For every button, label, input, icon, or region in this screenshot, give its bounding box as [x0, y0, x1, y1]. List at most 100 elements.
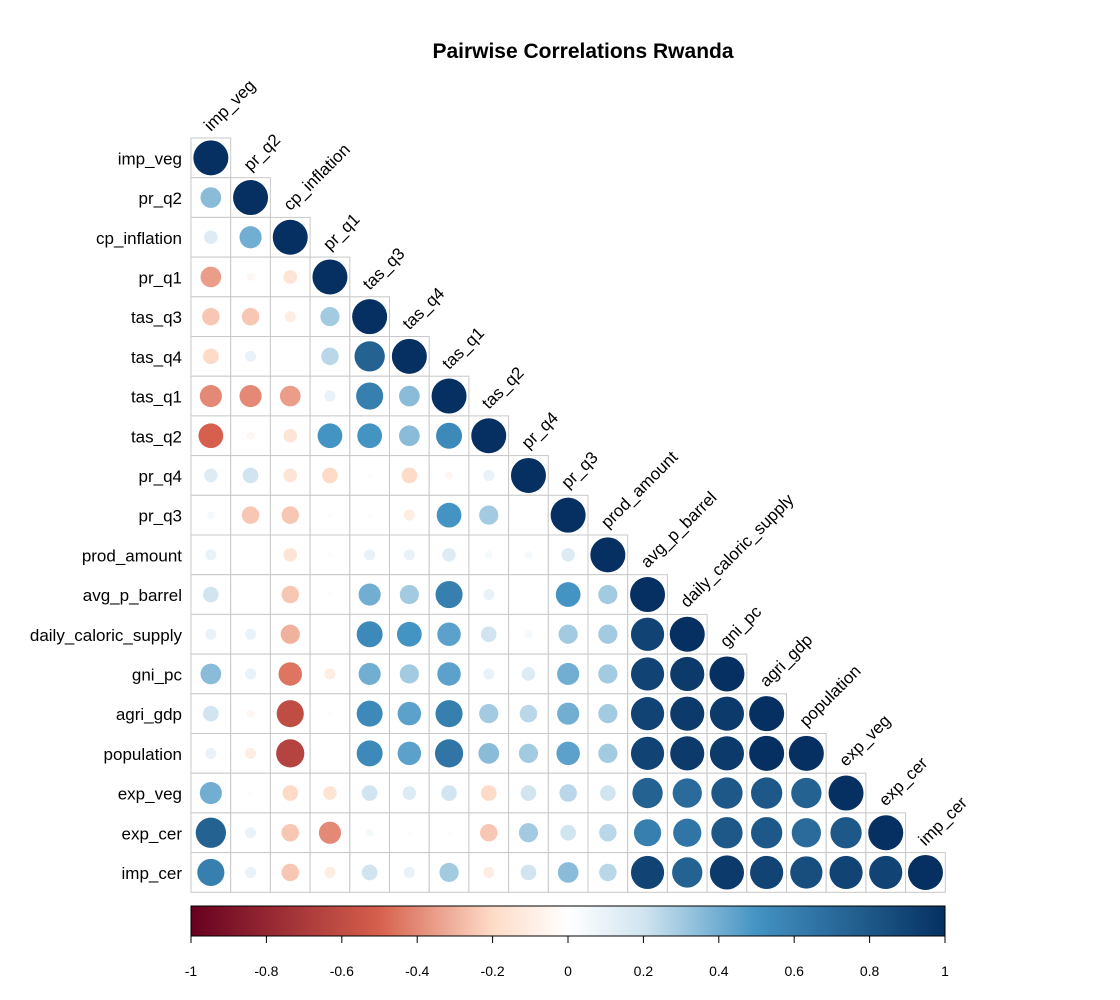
corr-circle-population-avg_p_barrel [630, 736, 665, 770]
row-label-tas_q4: tas_q4 [131, 348, 182, 367]
column-label-tas_q3: tas_q3 [359, 244, 409, 294]
corr-circle-exp_cer-avg_p_barrel [633, 819, 662, 847]
corr-circle-gni_pc-tas_q1 [437, 662, 461, 686]
corr-circle-imp_cer-imp_veg [197, 858, 225, 887]
corr-circle-exp_cer-tas_q2 [480, 824, 498, 842]
corr-circle-avg_p_barrel-pr_q3 [555, 582, 581, 607]
corr-circle-tas_q4-pr_q1 [321, 347, 339, 366]
cell-avg_p_barrel-pr_q4 [508, 574, 549, 615]
corr-circle-exp_veg-avg_p_barrel [632, 777, 663, 809]
corr-circle-exp_cer-pr_q3 [560, 824, 576, 841]
corr-circle-cp_inflation-pr_q2 [239, 226, 262, 249]
corr-circle-population-population [788, 735, 824, 771]
corr-circle-exp_cer-exp_cer [868, 815, 904, 851]
row-label-gni_pc: gni_pc [132, 665, 183, 684]
corr-circle-tas_q2-pr_q2 [246, 431, 255, 440]
corr-circle-exp_cer-gni_pc [711, 817, 743, 849]
corr-circle-population-daily_caloric_supply [670, 736, 705, 771]
corr-circle-prod_amount-tas_q4 [403, 549, 415, 561]
corr-circle-pr_q4-cp_inflation [283, 468, 298, 483]
corr-circle-pr_q3-cp_inflation [281, 506, 299, 524]
corr-circle-daily_caloric_supply-pr_q4 [524, 630, 533, 639]
corr-circle-prod_amount-tas_q2 [484, 550, 493, 559]
column-label-imp_veg: imp_veg [200, 76, 259, 135]
corr-circle-population-pr_q2 [245, 747, 257, 759]
corr-circle-exp_cer-pr_q1 [318, 821, 342, 844]
corr-circle-pr_q4-tas_q4 [401, 467, 418, 484]
column-label-population: population [796, 661, 865, 730]
colorbar-tick-label: 1 [941, 963, 949, 979]
corr-circle-agri_gdp-pr_q4 [519, 704, 538, 723]
colorbar-tick-label: 0.6 [784, 963, 804, 979]
corr-circle-prod_amount-imp_veg [205, 549, 217, 561]
colorbar: -1 -0.8 -0.6 -0.4 -0.2 0 0.2 0.4 0.6 0.8 1 [185, 905, 949, 979]
corr-circle-tas_q1-cp_inflation [279, 385, 301, 407]
corr-circle-pr_q4-pr_q2 [242, 467, 259, 484]
corr-circle-pr_q4-imp_veg [204, 468, 218, 483]
corr-circle-gni_pc-avg_p_barrel [630, 657, 665, 691]
corr-circle-tas_q2-tas_q4 [399, 425, 420, 447]
corr-circle-gni_pc-tas_q3 [358, 662, 381, 686]
corr-circle-agri_gdp-daily_caloric_supply [670, 696, 705, 731]
row-label-pr_q3: pr_q3 [139, 507, 182, 526]
corr-circle-prod_amount-pr_q1 [327, 552, 333, 558]
corr-circle-imp_cer-population [790, 856, 823, 889]
corr-circle-pr_q3-pr_q2 [241, 506, 260, 524]
column-label-pr_q1: pr_q1 [319, 210, 363, 254]
corr-circle-exp_cer-daily_caloric_supply [673, 818, 702, 847]
corr-circle-population-agri_gdp [749, 735, 785, 771]
corr-circle-agri_gdp-pr_q3 [557, 702, 580, 725]
corr-circle-tas_q3-pr_q2 [241, 307, 260, 326]
cell-tas_q4-cp_inflation [269, 336, 311, 377]
corr-circle-prod_amount-prod_amount [590, 537, 626, 573]
corr-circle-pr_q4-tas_q1 [445, 471, 453, 480]
corr-circle-cp_inflation-cp_inflation [272, 219, 308, 255]
corr-circle-pr_q3-tas_q4 [403, 509, 415, 521]
corr-circle-imp_cer-imp_cer [907, 854, 943, 890]
corr-circle-daily_caloric_supply-avg_p_barrel [630, 617, 665, 651]
corr-circle-exp_veg-population [791, 777, 822, 809]
corr-circle-daily_caloric_supply-prod_amount [598, 624, 618, 644]
colorbar-tick-label: 0 [564, 963, 572, 979]
corr-circle-avg_p_barrel-prod_amount [598, 584, 618, 605]
row-label-imp_cer: imp_cer [122, 864, 183, 883]
colorbar-tick-label: -0.2 [481, 963, 505, 979]
corr-circle-gni_pc-tas_q4 [399, 664, 419, 684]
corr-circle-agri_gdp-tas_q1 [435, 700, 463, 728]
corr-circle-agri_gdp-pr_q1 [327, 711, 333, 717]
row-label-daily_caloric_supply: daily_caloric_supply [30, 626, 183, 645]
corr-circle-exp_cer-exp_veg [830, 817, 862, 849]
corr-circle-imp_cer-cp_inflation [281, 863, 299, 882]
corr-circle-tas_q3-pr_q1 [320, 307, 340, 327]
corr-circle-tas_q2-imp_veg [198, 423, 224, 449]
corr-circle-tas_q2-cp_inflation [283, 428, 298, 443]
corr-circle-pr_q3-tas_q3 [367, 512, 373, 518]
corr-circle-gni_pc-prod_amount [598, 664, 618, 684]
corr-circle-agri_gdp-imp_veg [203, 705, 219, 722]
corr-circle-avg_p_barrel-tas_q2 [483, 589, 495, 601]
corr-circle-imp_veg-imp_veg [193, 140, 229, 176]
corr-circle-population-tas_q3 [356, 740, 383, 767]
corr-circle-population-gni_pc [709, 736, 745, 771]
chart-title: Pairwise Correlations Rwanda [432, 40, 733, 63]
row-label-exp_cer: exp_cer [122, 824, 183, 843]
corr-circle-avg_p_barrel-pr_q1 [327, 592, 333, 598]
corr-circle-avg_p_barrel-tas_q4 [399, 584, 419, 605]
corr-circle-exp_veg-tas_q2 [480, 785, 497, 801]
corr-circle-imp_cer-pr_q2 [245, 866, 257, 878]
column-label-pr_q4: pr_q4 [518, 408, 562, 452]
corr-circle-prod_amount-pr_q3 [561, 548, 575, 562]
corr-circle-gni_pc-pr_q4 [521, 667, 536, 681]
row-label-avg_p_barrel: avg_p_barrel [83, 586, 182, 605]
corr-circle-tas_q1-tas_q1 [431, 378, 467, 414]
corr-circle-tas_q3-tas_q3 [352, 299, 388, 335]
corr-circle-pr_q3-pr_q1 [327, 512, 333, 518]
colorbar-tick-label: -0.8 [254, 963, 278, 979]
corr-circle-population-pr_q4 [518, 743, 539, 763]
corr-circle-pr_q2-pr_q2 [233, 180, 269, 216]
cell-prod_amount-pr_q2 [230, 534, 271, 576]
corr-circle-avg_p_barrel-tas_q1 [435, 580, 463, 609]
corr-circle-tas_q2-tas_q1 [436, 422, 463, 449]
corr-circle-exp_veg-pr_q3 [559, 784, 577, 802]
corr-circle-tas_q3-imp_veg [202, 307, 220, 326]
